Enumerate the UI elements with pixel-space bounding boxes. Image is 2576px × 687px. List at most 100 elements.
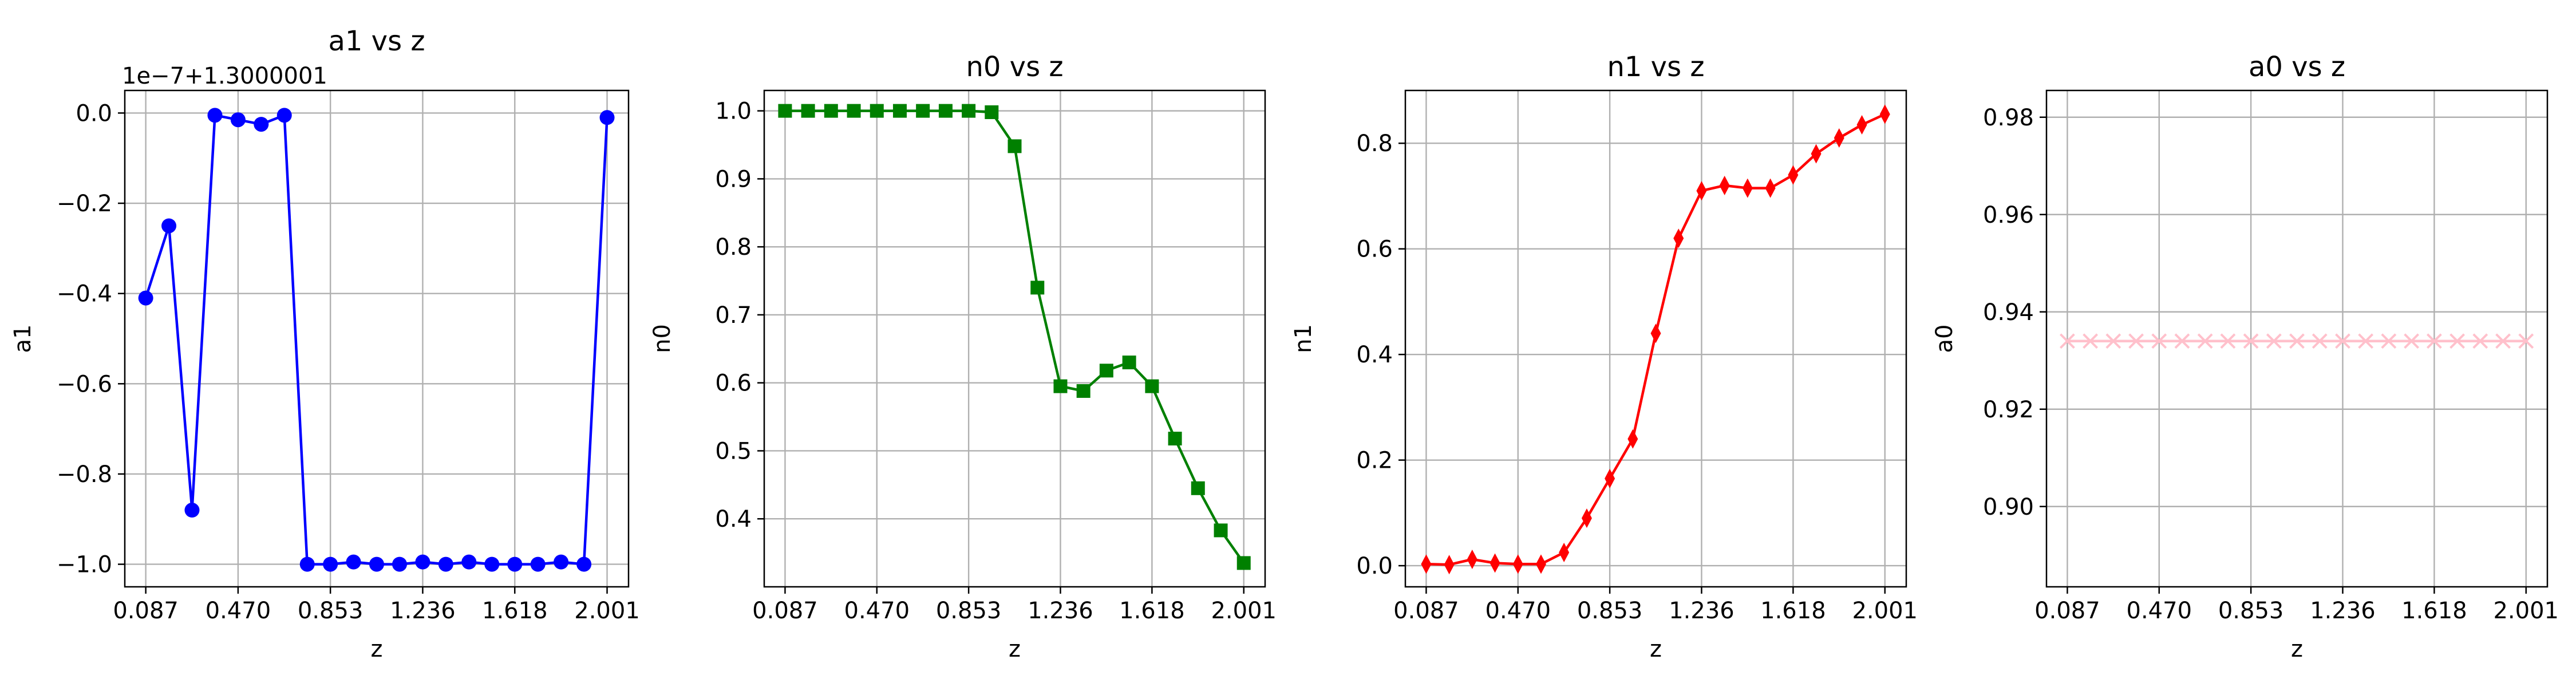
data-point (2105, 333, 2121, 349)
data-point (2060, 333, 2075, 349)
data-point (392, 556, 407, 572)
chart-panel-4: 0.087 0.470 0.853 1.236 1.618 2.001 0.90 0.92 0.… (1931, 51, 2559, 662)
data-point (599, 110, 615, 125)
y-axis-label: n1 (1290, 324, 1317, 353)
y-tick-label: 0.98 (1983, 105, 2034, 131)
y-tick-label: 0.92 (1983, 397, 2034, 423)
y-tick-label: 0.5 (715, 438, 752, 464)
y-axis-label: n0 (649, 324, 675, 353)
data-point (2358, 333, 2374, 349)
y-tick-label: 0.9 (715, 166, 752, 192)
data-point (1030, 281, 1045, 295)
y-tick-label: 0.4 (715, 506, 752, 532)
data-point (507, 556, 523, 572)
data-point (2220, 333, 2236, 349)
data-point (230, 112, 246, 128)
data-point (2381, 333, 2397, 349)
x-axis-label: z (2291, 636, 2303, 662)
data-point (2495, 333, 2511, 349)
y-tick-label: 0.4 (1356, 342, 1393, 368)
x-tick-label: 0.087 (1393, 598, 1459, 624)
x-tick-label: 0.853 (1577, 598, 1643, 624)
x-axis-label: z (1650, 636, 1662, 662)
axes-frame (1404, 89, 1907, 588)
x-tick-label: 1.236 (2310, 598, 2376, 624)
y-tick-label: 0.90 (1983, 494, 2034, 520)
y-tick-label: −0.8 (57, 461, 112, 488)
y-tick-label: 0.8 (715, 234, 752, 260)
x-tick-label: 0.853 (298, 598, 364, 624)
data-point (207, 108, 223, 123)
y-tick-label: −0.4 (57, 281, 112, 307)
data-point (1214, 523, 1228, 538)
x-tick-label: 1.618 (1119, 598, 1185, 624)
x-tick-label: 1.618 (1760, 598, 1826, 624)
data-point (1650, 323, 1661, 344)
chart-panel-2: 0.087 0.470 0.853 1.236 1.618 2.001 0.4 0.5 0.6 0… (649, 51, 1277, 662)
data-point (2243, 333, 2259, 349)
data-point (2449, 333, 2465, 349)
data-point (276, 108, 292, 123)
axes-frame (763, 89, 1266, 588)
chart-title: a1 vs z (328, 25, 425, 57)
data-point (1879, 104, 1890, 124)
data-point (1236, 556, 1251, 570)
y-tick-label: 0.6 (1356, 236, 1393, 263)
data-point (778, 104, 792, 118)
data-point (1788, 165, 1799, 185)
data-point (1696, 181, 1707, 201)
y-tick-label: 0.7 (715, 302, 752, 329)
data-point (2266, 333, 2282, 349)
y-tick-label: 0.8 (1356, 131, 1393, 157)
data-point (184, 503, 200, 518)
x-tick-label: 0.470 (206, 598, 271, 624)
data-point (2083, 333, 2099, 349)
x-axis-label: z (1009, 636, 1021, 662)
x-tick-label: 0.470 (2127, 598, 2192, 624)
data-point (369, 556, 384, 572)
data-point (801, 104, 815, 118)
x-tick-label: 0.470 (844, 598, 910, 624)
data-point (870, 104, 884, 118)
x-tick-label: 0.470 (1485, 598, 1551, 624)
data-point (415, 554, 430, 570)
data-point (2404, 333, 2420, 349)
data-point (1834, 128, 1844, 148)
data-point (1076, 384, 1091, 398)
data-point (1191, 481, 1205, 495)
data-point (1856, 114, 1867, 135)
chart-panel-3: 0.087 0.470 0.853 1.236 1.618 2.001 0.0 0.2 0.4 0… (1290, 51, 1918, 662)
data-point (1145, 379, 1159, 393)
data-point (2289, 333, 2305, 349)
y-offset-text: 1e−7+1.3000001 (122, 63, 327, 89)
series-line (144, 114, 609, 566)
data-point (576, 556, 592, 572)
x-tick-label: 0.087 (752, 598, 818, 624)
x-tick-label: 0.853 (936, 598, 1002, 624)
x-tick-label: 1.236 (1669, 598, 1735, 624)
y-tick-label: 0.96 (1983, 202, 2034, 228)
data-point (1605, 468, 1615, 488)
data-point (1811, 144, 1822, 164)
y-tick-label: −1.0 (57, 552, 112, 578)
x-tick-label: 2.001 (2493, 598, 2559, 624)
y-axis-label: a1 (10, 325, 36, 353)
data-point (1719, 176, 1730, 196)
data-point (254, 117, 269, 132)
data-point (1535, 554, 1546, 574)
data-point (1673, 228, 1684, 248)
data-point (2472, 333, 2488, 349)
data-point (1559, 543, 1570, 563)
data-point (2335, 333, 2350, 349)
data-point (2426, 333, 2442, 349)
x-tick-label: 2.001 (574, 598, 640, 624)
data-point (1053, 379, 1068, 393)
data-point (1122, 356, 1136, 370)
x-tick-label: 1.618 (2401, 598, 2467, 624)
data-point (1008, 139, 1022, 153)
data-point (1490, 553, 1500, 573)
chart-panel-1: 0.087 0.470 0.853 1.236 1.618 2.001 −1.0 −0.8 −0… (10, 25, 640, 662)
data-point (1444, 555, 1455, 575)
y-tick-label: 0.6 (715, 370, 752, 397)
